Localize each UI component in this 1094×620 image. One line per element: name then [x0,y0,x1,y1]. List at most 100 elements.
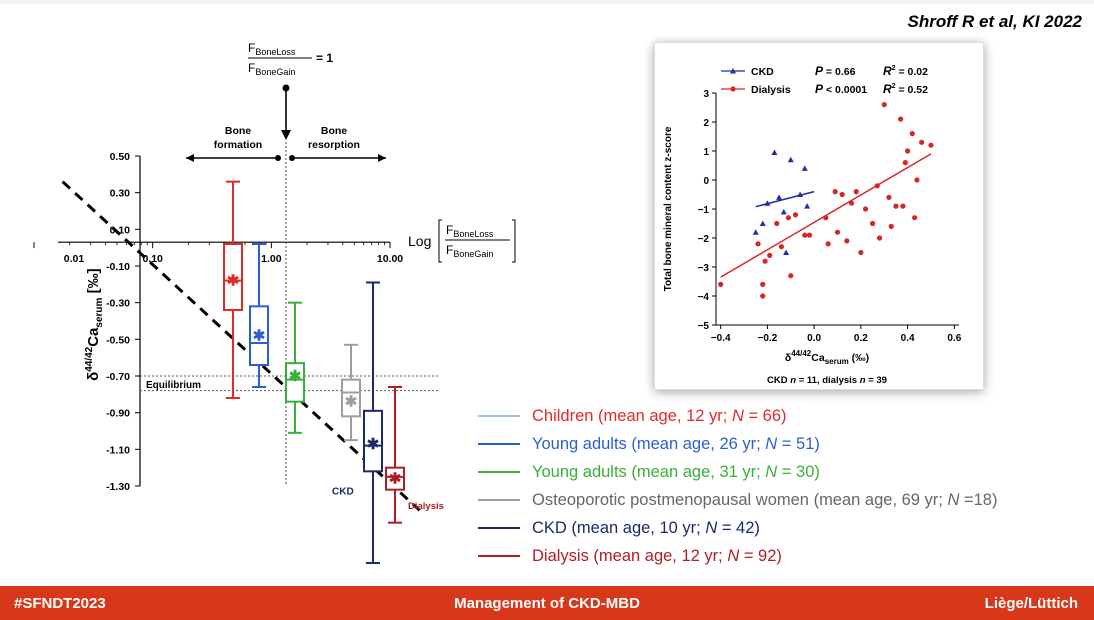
scatter-point-circle [886,194,892,200]
legend-text-main: Dialysis (mean age, 12 yr; [532,546,728,565]
x-label-bracket-right [512,219,516,263]
legend-text: Osteoporotic postmenopausal women (mean … [532,491,997,510]
scatter-plot-card: 3 2 1 0 −1 −2 −3 −4 −5 −0.4 −0.2 0.0 0.2 0.4 0.6 δ44/42… [654,42,984,390]
scatter-point-circle [834,229,841,235]
scatter-legend-p: P < 0.0001 [815,82,867,96]
scatter-x-label: δ44/42Caserum (‰) [785,349,869,366]
legend-text-n: N [731,406,744,425]
scatter-point-triangle [752,229,759,235]
legend-text-tail: = 92) [739,546,782,565]
group-legend: Children (mean age, 12 yr; N = 66) Young … [478,402,1078,570]
scatter-y-tick-label: −4 [698,292,710,303]
legend-item-dialysis: Dialysis (mean age, 12 yr; N = 92) [478,542,1078,570]
scatter-point-circle [832,189,838,195]
top-num-f: F [248,41,255,55]
ratio-arrow-head [281,130,291,140]
resorption-dot [289,155,295,161]
y-tick-label: -0.50 [106,334,130,346]
legend-text: CKD (mean age, 10 yr; N = 42) [532,519,760,538]
scatter-point-circle [897,116,904,122]
y-label-sub: serum [94,297,105,327]
legend-text: Dialysis (mean age, 12 yr; N = 92) [532,547,782,566]
legend-swatch [478,555,520,557]
box-mean-marker: ✱ [367,436,380,453]
box-plot-chart: 0.50 0.30 0.10 -0.10 -0.30 -0.50 -0.70 -0.90 -1.… [33,41,516,564]
scatter-x-tick-label: −0.2 [758,333,778,344]
scatter-point-circle [900,203,906,209]
scatter-point-circle [785,215,792,221]
legend-text-n: N [727,546,740,565]
legend-swatch [478,471,520,473]
legend-text-tail: = 30) [777,462,820,481]
scatter-legend-r2: R2 = 0.52 [883,82,928,96]
scatter-point-circle [778,244,785,250]
legend-text-main: CKD (mean age, 10 yr; [532,518,706,537]
y-tick-label: 0.10 [110,224,131,236]
scatter-point-circle [767,252,773,258]
legend-text-main: Young adults (mean age, 31 yr; [532,462,766,481]
footer-title: Management of CKD-MBD [454,595,640,612]
scatter-point-circle [853,189,859,195]
scatter-point-circle [825,241,831,247]
legend-r-sup: 2 [892,65,896,72]
scatter-y-tick-label: 2 [703,118,709,129]
bone-resorption-label-1: Bone [321,125,347,137]
box-osteoporotic: ✱ [341,343,361,442]
scatter-x-tick-label: 0.6 [947,333,961,344]
scatter-y-tick-label: −5 [698,321,710,332]
y-tick-label: -1.30 [106,481,130,493]
sx-delta: δ [785,352,791,364]
scatter-point-circle [858,249,864,256]
x-label-log: Log [408,233,431,249]
scatter-point-circle [802,232,808,238]
sx-sub: serum [825,357,849,366]
legend-item-children: Children (mean age, 12 yr; N = 66) [478,402,1078,430]
formation-arrow-head [186,154,194,162]
scatter-x-tick-label: 0.4 [901,333,915,344]
scatter-point-triangle [783,249,790,255]
legend-swatch [478,499,520,501]
scatter-point-circle [881,102,887,108]
legend-p-label: P [815,64,824,78]
bone-formation-label-1: Bone [225,125,251,137]
scatter-point-circle [774,220,780,227]
scatter-legend-r2: R2 = 0.02 [883,64,928,78]
legend-r-label: R [883,64,892,78]
legend-r-value: = 0.52 [896,84,929,96]
box-iqr [249,305,269,367]
legend-swatch [478,443,520,445]
y-tick-label: -0.10 [106,261,130,273]
y-label-sup: 44/42 [84,346,95,371]
top-ratio-numerator: FBoneLoss [248,41,296,57]
scatter-legend-circle [730,86,736,92]
legend-text-main: Young adults (mean age, 26 yr; [532,434,766,453]
y-tick-label: -0.30 [106,298,130,310]
legend-text-tail: = 66) [743,406,787,425]
scatter-point-circle [755,241,761,247]
scatter-y-label: Total bone mineral content z-score [663,126,674,291]
scatter-point-circle [893,203,899,209]
scatter-series-ckd [752,149,815,255]
box-iqr [223,243,243,311]
box-children: ✱ [223,180,243,399]
scatter-point-circle [869,220,876,227]
legend-item-young26: Young adults (mean age, 26 yr; N = 51) [478,430,1078,458]
legend-text-tail: = 42) [717,518,760,537]
y-tick-label: -1.10 [106,444,130,456]
scatter-y-tick-label: 1 [703,147,709,158]
ckd-annotation: CKD [332,487,354,498]
legend-item-osteo: Osteoporotic postmenopausal women (mean … [478,486,1078,514]
x-den-sub: BoneGain [453,249,493,259]
scatter-y-tick-label: −1 [698,205,710,216]
scatter-point-triangle [776,194,783,200]
scatter-point-triangle [787,156,794,163]
y-tick-label: 0.50 [110,151,131,163]
scatter-point-circle [909,131,915,137]
sx-sup: 44/42 [791,349,812,358]
cap-n-2: n [860,375,866,386]
scatter-y-tick-label: 3 [703,89,709,100]
scatter-point-circle [762,258,768,264]
y-axis-label: δ44/42Caserum [‰] [84,268,105,381]
bone-formation-label-2: formation [214,139,262,151]
